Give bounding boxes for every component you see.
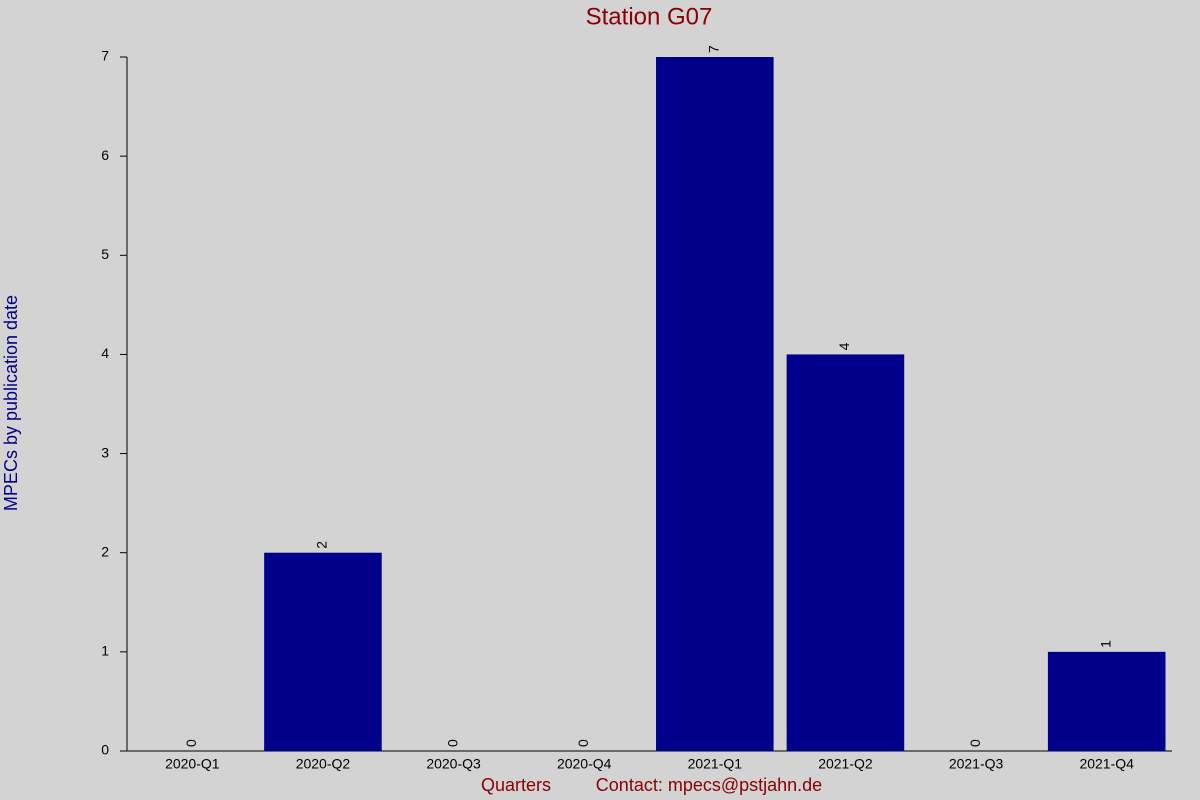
x-axis-label: Quarters [481,775,551,795]
data-label: 2 [314,541,330,549]
bar [264,552,382,751]
y-tick-label: 7 [101,48,109,64]
x-tick-label: 2020-Q1 [165,756,220,772]
y-axis-label: MPECs by publication date [1,295,21,511]
x-tick-label: 2020-Q2 [296,756,351,772]
y-tick-label: 2 [101,543,109,559]
y-tick-label: 0 [101,742,109,758]
data-label: 7 [706,45,722,53]
x-tick-label: 2020-Q4 [557,756,612,772]
data-label: 0 [183,739,199,747]
data-label: 0 [444,739,460,747]
chart-title: Station G07 [586,3,713,30]
x-tick-label: 2021-Q2 [818,756,873,772]
bar [786,354,905,751]
annotation: Contact: mpecs@pstjahn.de [596,775,822,795]
x-tick-label: 2021-Q3 [949,756,1004,772]
y-tick-label: 3 [101,444,109,460]
data-label: 0 [575,739,591,747]
bar [1047,651,1166,751]
x-tick-label: 2020-Q3 [426,756,481,772]
data-label: 4 [836,342,852,350]
data-label: 0 [967,739,983,747]
x-tick-label: 2021-Q4 [1079,756,1134,772]
y-tick-label: 6 [101,147,109,163]
x-tick-label: 2021-Q1 [688,756,743,772]
bar [656,57,774,751]
y-tick-label: 1 [101,643,109,659]
data-label: 1 [1097,640,1113,648]
y-tick-label: 4 [101,345,109,361]
y-tick-label: 5 [101,246,109,262]
